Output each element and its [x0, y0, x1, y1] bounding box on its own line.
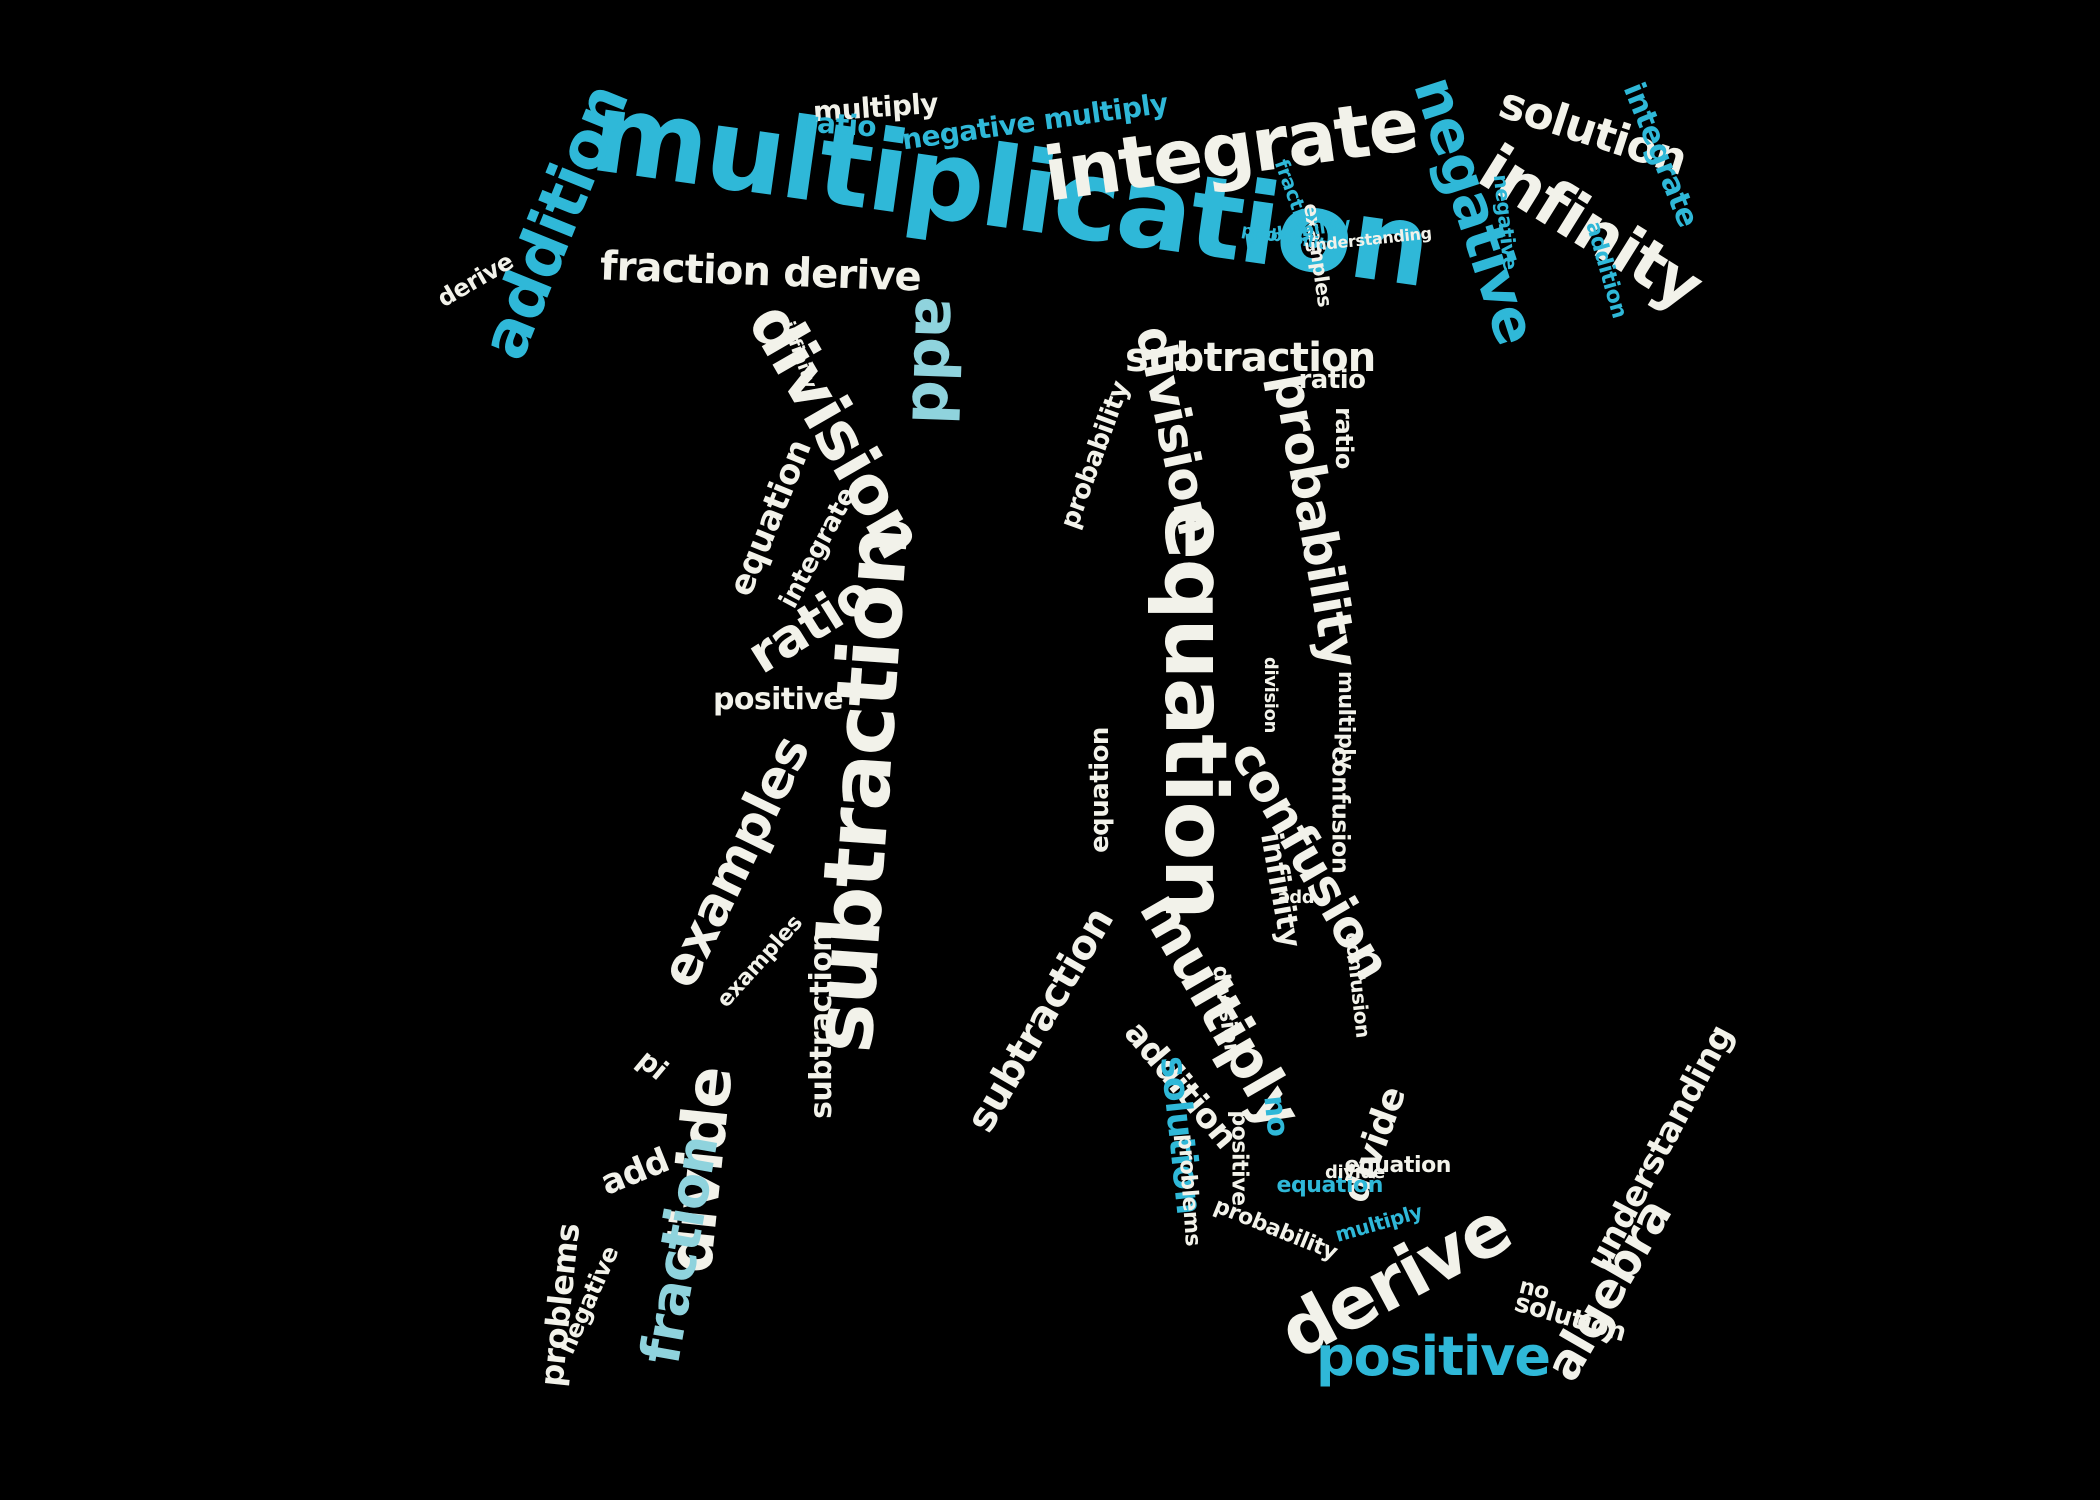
word-12: subtraction — [1125, 335, 1376, 381]
word-5: addition — [466, 74, 644, 370]
word-43: equation — [1276, 1173, 1384, 1198]
word-57: multiply — [1333, 670, 1359, 770]
word-37: no — [1255, 1093, 1295, 1139]
word-29: probability — [1054, 377, 1136, 533]
word-21: positive — [713, 682, 844, 717]
word-31: confusion — [1218, 730, 1402, 990]
word-56: subtraction — [803, 931, 839, 1119]
word-17: equation — [1145, 501, 1246, 919]
word-6: fraction derive — [598, 243, 922, 301]
word-58: add — [1277, 887, 1315, 908]
word-23: subtraction — [957, 900, 1123, 1140]
word-46: probability — [1209, 1193, 1341, 1266]
word-28: equation — [1084, 727, 1115, 853]
word-22: examples — [648, 727, 822, 997]
word-63: ratio — [1298, 365, 1367, 395]
word-30: pi — [630, 1042, 674, 1087]
word-14: ratio — [802, 105, 878, 144]
word-40: positive — [1316, 1325, 1551, 1388]
word-67: division — [1260, 656, 1282, 734]
word-49: positive — [1226, 1110, 1252, 1206]
word-60: ratio — [1329, 407, 1358, 469]
word-11: add — [896, 295, 975, 425]
word-61: divide — [1325, 1162, 1385, 1183]
word-59: equation — [1344, 1153, 1452, 1178]
